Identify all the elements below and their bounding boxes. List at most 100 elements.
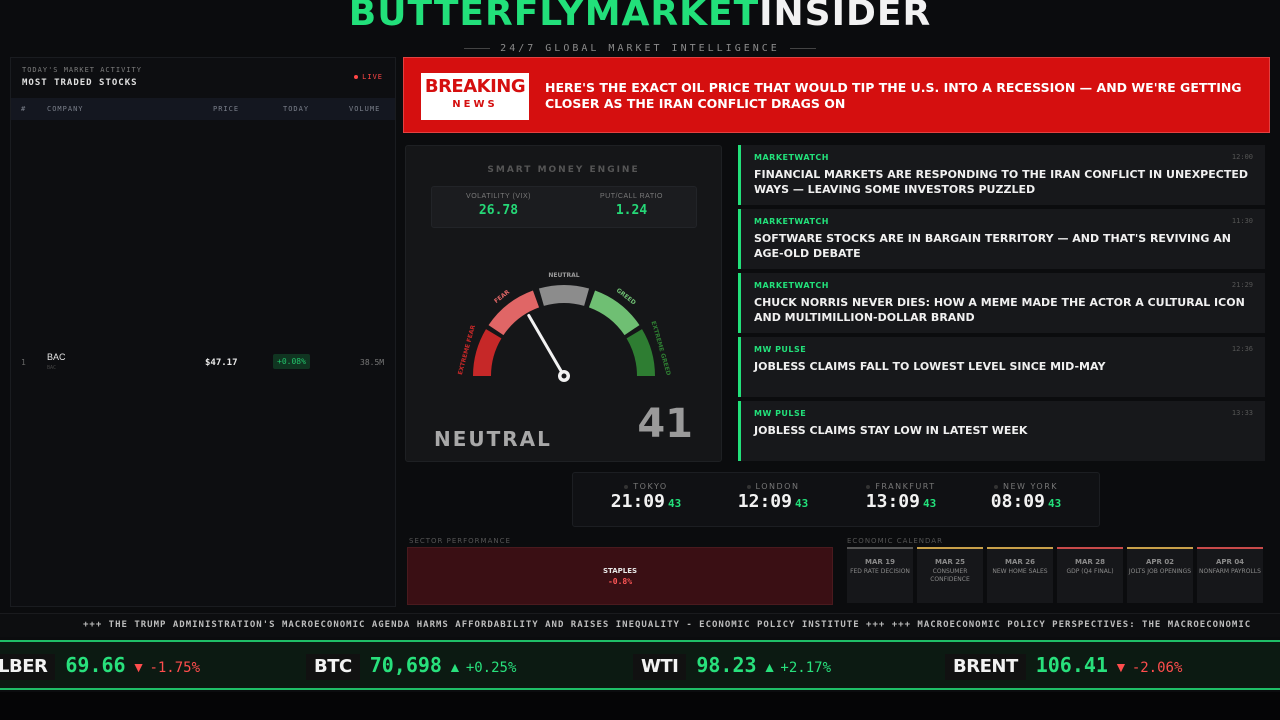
gauge-stats: VOLATILITY (VIX) 26.78 PUT/CALL RATIO 1.… (431, 186, 697, 228)
col-company[interactable]: COMPANY (47, 105, 84, 113)
news-item[interactable]: MW PULSE 13:33 JOBLESS CLAIMS STAY LOW I… (738, 401, 1265, 461)
calendar-event[interactable]: MAR 28 GDP (Q4 FINAL) (1057, 547, 1123, 603)
col-volume[interactable]: VOLUME (349, 105, 381, 113)
row-volume: 38.5M (360, 358, 385, 367)
event-date: MAR 26 (1005, 558, 1035, 566)
news-source: MARKETWATCH (754, 281, 829, 290)
up-arrow-icon: ▲ (447, 659, 462, 675)
quote-change: +0.25% (465, 660, 517, 676)
event-name: JOLTS JOB OPENINGS (1128, 568, 1192, 575)
news-source: MARKETWATCH (754, 153, 829, 162)
quote-change: +2.17% (780, 660, 831, 676)
panel-title: MOST TRADED STOCKS (22, 78, 138, 88)
clock-seconds: 43 (794, 497, 809, 510)
news-headline[interactable]: SOFTWARE STOCKS ARE IN BARGAIN TERRITORY… (754, 232, 1231, 260)
quote-change: -1.75% (149, 660, 201, 676)
gauge-arc-extreme-fear (473, 329, 502, 377)
table-row[interactable]: 1 BAC BAC $47.17 +0.08% 38.5M (11, 348, 395, 376)
news-headline[interactable]: JOBLESS CLAIMS STAY LOW IN LATEST WEEK (754, 424, 1028, 437)
news-headline[interactable]: JOBLESS CLAIMS FALL TO LOWEST LEVEL SINC… (754, 360, 1106, 373)
gauge-arc-neutral (538, 285, 590, 306)
row-rank: 1 (21, 358, 26, 367)
ticker-text: +++ THE TRUMP ADMINISTRATION'S MACROECON… (83, 620, 1252, 630)
quote-item[interactable]: WTI 98.23 ▲ +2.17% (633, 652, 831, 680)
quote-price: 70,698 (369, 653, 442, 677)
bottom-strip (0, 692, 1280, 720)
row-company: BAC (47, 352, 66, 362)
put-call-label: PUT/CALL RATIO (599, 193, 663, 200)
clock-time: 21:09 (610, 491, 665, 512)
zone-label-neutral: NEUTRAL (548, 272, 579, 279)
put-call-stat: PUT/CALL RATIO 1.24 (565, 193, 698, 218)
news-item[interactable]: MARKETWATCH 11:30 SOFTWARE STOCKS ARE IN… (738, 209, 1265, 269)
vix-stat: VOLATILITY (VIX) 26.78 (432, 193, 565, 218)
sector-tile-staples[interactable]: STAPLES -0.8% (407, 547, 833, 605)
gauge-hub-inner (561, 373, 567, 379)
gauge-arc-fear (488, 290, 540, 336)
event-date: MAR 19 (865, 558, 895, 566)
breaking-headline[interactable]: HERE'S THE EXACT OIL PRICE THAT WOULD TI… (545, 80, 1242, 111)
row-price: $47.17 (205, 358, 238, 368)
clock-frankfurt: FRANKFURT 13:09 43 (841, 482, 961, 512)
news-time: 11:30 (1231, 217, 1253, 225)
news-headline[interactable]: CHUCK NORRIS NEVER DIES: HOW A MEME MADE… (754, 296, 1245, 324)
quotes-bar: LBER 69.66 ▼ -1.75% BTC 70,698 ▲ +0.25% WTI 98.… (0, 640, 1280, 690)
col-price[interactable]: PRICE (213, 105, 240, 113)
breaking-news-logo: BREAKING NEWS (421, 73, 529, 120)
sector-name: STAPLES (602, 567, 638, 575)
quote-symbol: WTI (633, 654, 687, 680)
fear-greed-gauge: EXTREME FEAR FEAR NEUTRAL GREED EXTREME … (457, 272, 672, 382)
news-ticker: +++ THE TRUMP ADMINISTRATION'S MACROECON… (0, 613, 1280, 637)
quote-symbol: LBER (0, 654, 56, 680)
news-time: 12:00 (1231, 153, 1253, 161)
event-name: GDP (Q4 FINAL) (1066, 568, 1114, 575)
col-today[interactable]: TODAY (283, 105, 310, 113)
clock-london: LONDON 12:09 43 (713, 482, 833, 512)
clock-seconds: 43 (922, 497, 937, 510)
quote-item[interactable]: BRENT 106.41 ▼ -2.06% (945, 652, 1182, 680)
breaking-news-banner[interactable]: BREAKING NEWS HERE'S THE EXACT OIL PRICE… (403, 57, 1270, 133)
calendar-event[interactable]: MAR 26 NEW HOME SALES (987, 547, 1053, 603)
quote-item[interactable]: BTC 70,698 ▲ +0.25% (306, 652, 517, 680)
sentiment-state: NEUTRAL (434, 427, 552, 451)
most-traded-stocks-panel: TODAY'S MARKET ACTIVITY MOST TRADED STOC… (10, 57, 396, 607)
clock-seconds: 43 (1047, 497, 1062, 510)
event-name: NONFARM PAYROLLS (1199, 568, 1261, 575)
event-date: MAR 28 (1075, 558, 1105, 566)
quote-price: 106.41 (1035, 653, 1108, 677)
brand-title: BUTTERFLYMARKETINSIDER (0, 0, 1280, 38)
col-rank[interactable]: # (21, 105, 27, 113)
calendar-event[interactable]: APR 04 NONFARM PAYROLLS (1197, 547, 1263, 603)
live-badge: LIVE (354, 73, 383, 81)
clock-city: NEW YORK (966, 482, 1086, 491)
table-header: # COMPANY PRICE TODAY VOLUME (11, 98, 395, 120)
clock-time: 08:09 (990, 491, 1045, 512)
calendar-event[interactable]: MAR 19 FED RATE DECISION (847, 547, 913, 603)
breaking-logo-line2: NEWS (452, 99, 498, 110)
news-item[interactable]: MARKETWATCH 12:00 FINANCIAL MARKETS ARE … (738, 145, 1265, 205)
clock-tokyo: TOKYO 21:09 43 (586, 482, 706, 512)
news-source: MARKETWATCH (754, 217, 829, 226)
news-headline[interactable]: FINANCIAL MARKETS ARE RESPONDING TO THE … (754, 168, 1248, 196)
gauge-title: SMART MONEY ENGINE (487, 165, 640, 175)
quote-price: 69.66 (65, 653, 126, 677)
clock-time: 13:09 (865, 491, 920, 512)
event-name: FED RATE DECISION (850, 568, 910, 575)
calendar-event[interactable]: APR 02 JOLTS JOB OPENINGS (1127, 547, 1193, 603)
vix-label: VOLATILITY (VIX) (466, 193, 531, 200)
news-item[interactable]: MARKETWATCH 21:29 CHUCK NORRIS NEVER DIE… (738, 273, 1265, 333)
news-time: 21:29 (1231, 281, 1253, 289)
row-change-badge: +0.08% (273, 354, 310, 369)
gauge-arc-extreme-greed (626, 329, 655, 377)
quote-item[interactable]: LBER 69.66 ▼ -1.75% (0, 652, 201, 680)
down-arrow-icon: ▼ (131, 659, 146, 675)
sector-heading: SECTOR PERFORMANCE (409, 537, 511, 545)
calendar-event[interactable]: MAR 25 CONSUMER CONFIDENCE (917, 547, 983, 603)
news-time: 12:36 (1231, 345, 1253, 353)
put-call-value: 1.24 (615, 203, 648, 218)
smart-money-gauge-panel: SMART MONEY ENGINE VOLATILITY (VIX) 26.7… (405, 145, 722, 462)
sector-change: -0.8% (607, 577, 633, 586)
down-arrow-icon: ▼ (1113, 659, 1128, 675)
brand-white: INSIDER (759, 0, 932, 34)
news-item[interactable]: MW PULSE 12:36 JOBLESS CLAIMS FALL TO LO… (738, 337, 1265, 397)
